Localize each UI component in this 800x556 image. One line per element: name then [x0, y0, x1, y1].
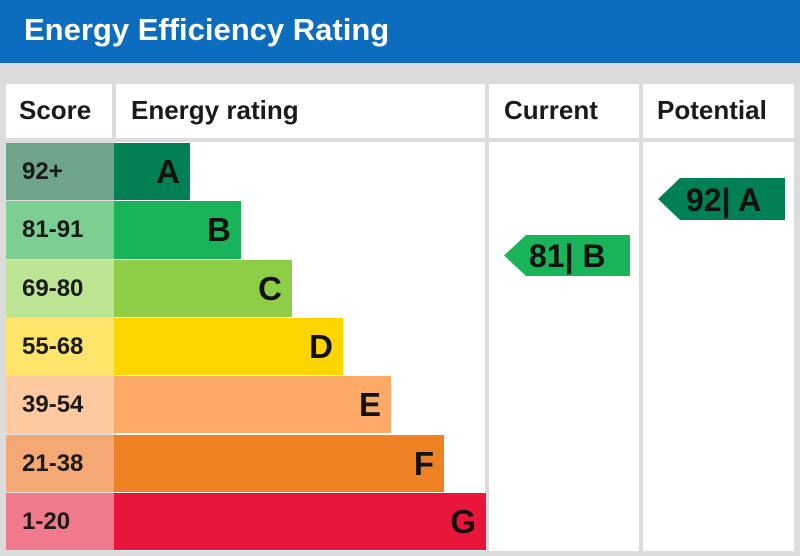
- current-column-header: Current: [504, 95, 598, 125]
- score-cell-g: [6, 492, 114, 551]
- score-cell-f: [6, 434, 114, 492]
- score-cell-a: [6, 143, 114, 201]
- potential-rating-arrow: [658, 178, 785, 220]
- chart-title: Energy Efficiency Rating: [24, 12, 390, 47]
- rating-column-header: Energy rating: [131, 95, 299, 125]
- chart-header: Energy Efficiency Rating: [0, 0, 800, 63]
- score-range-b: 81-91: [22, 216, 84, 244]
- score-cell-d: [6, 317, 114, 376]
- rating-letter-d: D: [309, 327, 333, 365]
- rating-bar-b: [114, 201, 241, 259]
- score-cell-c: [6, 259, 114, 317]
- score-range-a: 92+: [22, 158, 63, 185]
- score-range-f: 21-38: [22, 449, 84, 477]
- rating-letter-f: F: [413, 444, 434, 482]
- rating-bar-g: [114, 492, 486, 551]
- score-range-d: 55-68: [22, 332, 84, 360]
- rating-bar-a: [114, 143, 190, 201]
- current-header-cell: [489, 84, 639, 138]
- rating-bar-f: [114, 434, 444, 492]
- rating-letter-c: C: [258, 269, 282, 307]
- score-range-c: 69-80: [22, 274, 84, 302]
- rating-letter-g: G: [450, 502, 476, 540]
- score-range-g: 1-20: [22, 507, 71, 535]
- rating-bar-d: [114, 317, 343, 376]
- potential-rating-label: 92| A: [686, 182, 762, 218]
- score-header-cell: [6, 84, 112, 138]
- rating-header-cell: [116, 84, 485, 138]
- score-cell-b: [6, 201, 114, 259]
- current-rating-label: 81| B: [529, 238, 606, 274]
- rating-bar-e: [114, 376, 391, 434]
- current-rating-arrow: [504, 235, 630, 276]
- score-cell-e: [6, 376, 114, 434]
- rating-letter-a: A: [156, 153, 180, 190]
- score-range-e: 39-54: [22, 391, 84, 419]
- score-column-header: Score: [19, 95, 92, 125]
- current-body-cell: [489, 142, 639, 551]
- rating-letter-b: B: [207, 211, 231, 249]
- rating-bar-c: [114, 259, 292, 317]
- rating-letter-e: E: [358, 386, 381, 424]
- potential-column-header: Potential: [657, 95, 767, 125]
- potential-header-cell: [643, 84, 794, 138]
